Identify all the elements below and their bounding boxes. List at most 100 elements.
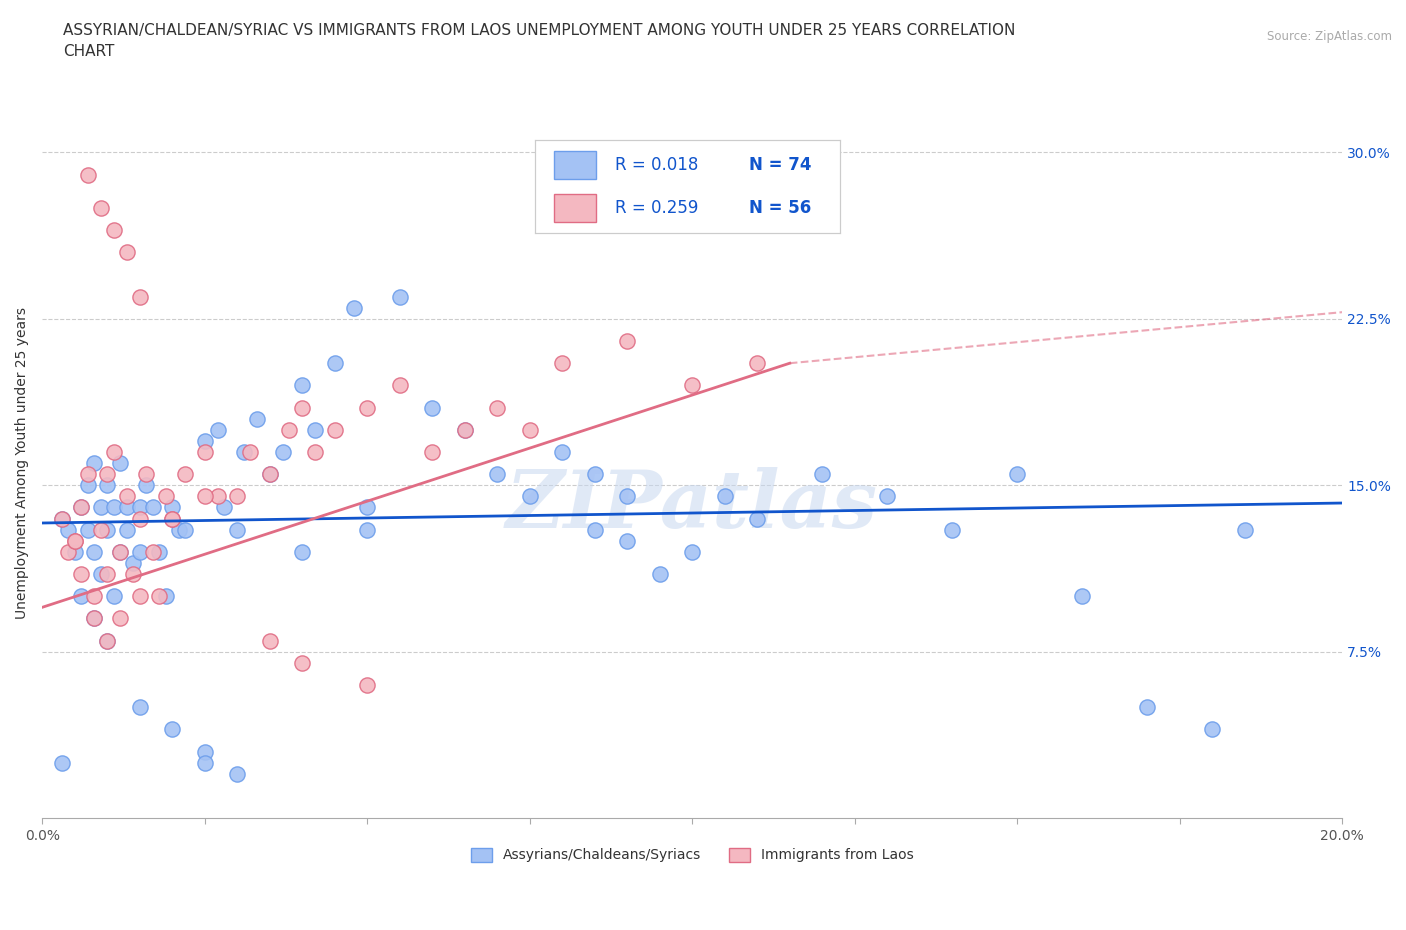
Point [83,544,105,559]
Point [103,222,125,237]
Point [148,544,170,559]
Point [226,523,249,538]
Point [103,500,125,515]
Point [96,566,118,581]
Text: ZIPatlas: ZIPatlas [506,467,879,544]
Point [83,611,105,626]
Point [259,467,281,482]
Point [194,433,217,448]
Point [96,633,118,648]
Text: R = 0.259: R = 0.259 [614,199,697,218]
Point [519,422,541,437]
Point [108,544,131,559]
Point [142,500,165,515]
Point [103,445,125,459]
Point [420,445,443,459]
Point [388,289,411,304]
Point [239,445,262,459]
Point [583,467,606,482]
Point [51,512,73,526]
Point [128,699,150,714]
FancyBboxPatch shape [554,152,596,179]
Point [96,467,118,482]
Point [356,678,378,693]
Point [232,445,254,459]
Point [63,533,86,548]
Point [356,500,378,515]
Point [70,589,93,604]
Point [90,523,112,538]
Point [291,378,314,392]
Point [486,467,509,482]
Point [259,467,281,482]
Point [128,512,150,526]
Point [278,422,301,437]
Point [551,445,574,459]
Point [356,523,378,538]
Text: N = 74: N = 74 [749,156,811,175]
Point [454,422,477,437]
Legend: Assyrians/Chaldeans/Syriacs, Immigrants from Laos: Assyrians/Chaldeans/Syriacs, Immigrants … [465,842,920,868]
Point [160,512,183,526]
Point [194,755,217,770]
Point [1233,523,1256,538]
Point [63,544,86,559]
Text: N = 56: N = 56 [749,199,811,218]
Point [160,722,183,737]
Point [1071,589,1094,604]
Point [713,489,735,504]
Point [271,445,294,459]
Point [63,533,86,548]
FancyBboxPatch shape [554,194,596,222]
Point [876,489,898,504]
Point [122,566,145,581]
Point [58,523,80,538]
Point [207,489,229,504]
Point [811,467,834,482]
Point [90,566,112,581]
Point [96,523,118,538]
Point [941,523,963,538]
Point [135,467,157,482]
Point [747,356,769,371]
Point [115,245,138,259]
Point [128,589,150,604]
Point [1136,699,1159,714]
Point [76,167,98,182]
Point [356,400,378,415]
Point [96,478,118,493]
Point [1201,722,1223,737]
Point [343,300,366,315]
Point [51,512,73,526]
Point [70,500,93,515]
Point [519,489,541,504]
Point [108,456,131,471]
Point [291,400,314,415]
Point [291,544,314,559]
Point [194,489,217,504]
Point [155,489,177,504]
Text: ASSYRIAN/CHALDEAN/SYRIAC VS IMMIGRANTS FROM LAOS UNEMPLOYMENT AMONG YOUTH UNDER : ASSYRIAN/CHALDEAN/SYRIAC VS IMMIGRANTS F… [63,23,1015,60]
Point [616,489,638,504]
Point [226,489,249,504]
Point [108,611,131,626]
Point [160,500,183,515]
Point [142,544,165,559]
Point [648,566,671,581]
Point [616,533,638,548]
Point [148,589,170,604]
Text: R = 0.018: R = 0.018 [614,156,697,175]
Point [70,566,93,581]
Point [583,523,606,538]
Point [135,478,157,493]
Point [128,500,150,515]
Point [83,456,105,471]
Point [83,589,105,604]
Point [551,356,574,371]
Point [122,555,145,570]
Point [76,523,98,538]
Point [1007,467,1029,482]
Point [115,489,138,504]
Point [90,201,112,216]
Point [246,411,269,426]
